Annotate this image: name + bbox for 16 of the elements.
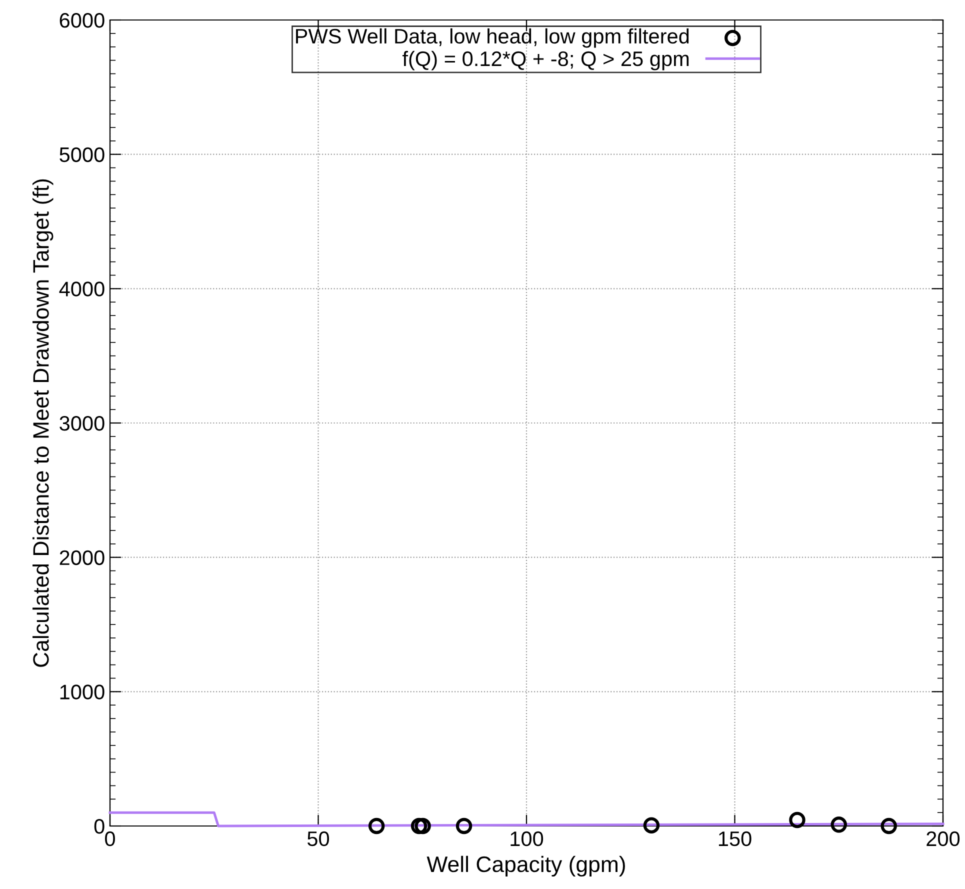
y-axis-title: Calculated Distance to Meet Drawdown Target (ft): [32, 179, 54, 667]
y-tick-label: 4000: [59, 282, 104, 296]
y-tick-label: 2000: [60, 550, 104, 566]
x-tick-label: 100: [510, 831, 544, 846]
y-tick-label: 5000: [60, 147, 104, 162]
y-tick-label: 3000: [60, 416, 104, 431]
x-tick-label: 200: [926, 831, 960, 846]
y-tick-label: 6000: [60, 13, 104, 28]
legend-label: PWS Well Data, low head, low gpm filtered: [296, 28, 689, 48]
x-axis-title: Well Capacity (gpm): [426, 856, 625, 877]
x-tick-label: 50: [308, 831, 330, 846]
x-tick-label: 150: [718, 831, 752, 846]
legend-label: f(Q) = 0.12*Q + -8; Q > 25 gpm: [402, 50, 689, 70]
y-tick-label: 1000: [60, 684, 104, 700]
y-tick-label: 0: [94, 819, 104, 834]
x-tick-label: 0: [105, 831, 115, 846]
